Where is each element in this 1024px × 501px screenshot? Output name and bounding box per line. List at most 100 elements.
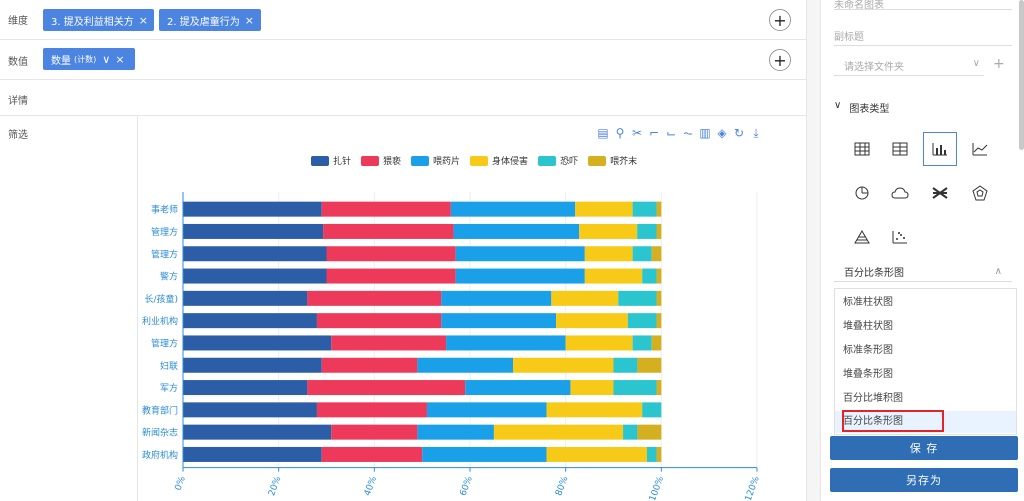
folder-select[interactable]: 请选择文件夹 ∨: [834, 58, 984, 76]
dropdown-item[interactable]: 标准条形图: [843, 345, 893, 356]
bar-segment: [455, 246, 585, 262]
chevron-down-icon[interactable]: ∨: [102, 52, 111, 66]
pivot-table-icon[interactable]: [883, 132, 917, 166]
subtitle-input[interactable]: 副标题: [834, 26, 1012, 46]
bar-segment: [183, 380, 308, 396]
category-label: 事老师: [151, 204, 178, 216]
dropdown-item[interactable]: 百分比堆积图: [843, 393, 903, 404]
chevron-down-icon: ∨: [972, 58, 980, 69]
filter-label: 筛选: [8, 130, 28, 141]
bar-segment: [637, 424, 662, 440]
x-tick-label: 20%: [267, 475, 283, 498]
bar-segment: [183, 223, 324, 239]
bar-segment: [513, 357, 614, 373]
legend-item[interactable]: 扎针: [311, 154, 351, 167]
bar-segment: [623, 424, 638, 440]
dropdown-item[interactable]: 堆叠条形图: [843, 369, 893, 380]
bar-segment: [656, 268, 662, 284]
legend-item[interactable]: 恐吓: [538, 154, 578, 167]
bar-segment: [321, 446, 423, 462]
scrollbar[interactable]: [806, 0, 820, 501]
scatter-icon[interactable]: [883, 220, 917, 254]
bar-segment: [584, 246, 633, 262]
pyramid-icon[interactable]: [845, 220, 879, 254]
cloud-icon[interactable]: [883, 176, 917, 210]
save-as-button[interactable]: 另存为: [830, 468, 1018, 492]
category-label: 利业机构: [142, 315, 178, 327]
crop-alt-icon[interactable]: ⌙: [665, 126, 677, 140]
value-chip[interactable]: 数量 (计数) ∨ ×: [43, 48, 135, 70]
bar-segment: [450, 201, 576, 217]
legend-item[interactable]: 喂芥末: [588, 154, 637, 167]
add-dimension-button[interactable]: +: [769, 9, 791, 31]
bar-segment: [637, 357, 662, 373]
bar-segment: [331, 424, 418, 440]
category-label: 管理方: [151, 337, 178, 349]
line-chart-icon[interactable]: [963, 132, 997, 166]
dropdown-item[interactable]: 堆叠柱状图: [843, 321, 893, 332]
add-value-button[interactable]: +: [769, 49, 791, 71]
bar-segment: [584, 268, 643, 284]
panel-scrollbar[interactable]: [1019, 0, 1024, 150]
category-label: 教育部门: [142, 404, 178, 416]
bar-segment: [307, 380, 466, 396]
bar-segment: [632, 201, 657, 217]
value-row: 数值 数量 (计数) ∨ × +: [0, 40, 806, 80]
legend-item[interactable]: 身体侵害: [470, 154, 528, 167]
dropdown-item[interactable]: 标准柱状图: [843, 297, 893, 308]
bar-segment: [307, 290, 442, 306]
radar-icon[interactable]: [963, 176, 997, 210]
detail-label: 详情: [8, 96, 28, 107]
selection-highlight: [842, 410, 944, 432]
legend-item[interactable]: 猥亵: [361, 154, 401, 167]
bar-segment: [417, 424, 494, 440]
bar-segment: [455, 268, 585, 284]
category-label: 管理方: [151, 248, 178, 260]
bar-segment: [316, 313, 442, 329]
bar-chart-icon[interactable]: ▥: [699, 126, 711, 140]
bar-segment: [613, 357, 638, 373]
line-chart-icon[interactable]: ⏦: [683, 126, 693, 140]
add-folder-button[interactable]: +: [993, 56, 1005, 72]
column-chart-icon[interactable]: [923, 132, 957, 166]
save-button[interactable]: 保 存: [830, 436, 1018, 460]
chart-name-input[interactable]: 未命名图表: [834, 0, 1012, 11]
dropdown-item-selected[interactable]: 百分比条形图: [835, 411, 1016, 433]
x-tick-label: 120%: [744, 475, 762, 500]
close-icon[interactable]: ×: [244, 13, 254, 27]
legend-item[interactable]: 喂药片: [411, 154, 460, 167]
sankey-icon[interactable]: [923, 176, 957, 210]
chart-type-section[interactable]: ∨ 图表类型: [834, 100, 889, 115]
refresh-icon[interactable]: ↻: [733, 126, 745, 140]
scissors-icon[interactable]: ✂: [631, 126, 643, 140]
legend-swatch: [361, 155, 380, 166]
detail-row[interactable]: 详情: [0, 80, 806, 116]
bar-segment: [546, 402, 643, 418]
bar-segment: [656, 201, 662, 217]
bar-segment: [183, 313, 317, 329]
legend-swatch: [470, 155, 489, 166]
bar-segment: [551, 290, 619, 306]
bar-segment: [570, 380, 614, 396]
dimension-chip-1[interactable]: 3. 提及利益相关方 ×: [43, 9, 154, 31]
pie-chart-icon[interactable]: [845, 176, 879, 210]
bar-segment: [642, 268, 657, 284]
table-icon[interactable]: [845, 132, 879, 166]
sort-icon[interactable]: ⚲: [615, 126, 625, 140]
close-icon[interactable]: ×: [138, 13, 148, 27]
close-icon[interactable]: ×: [115, 52, 125, 66]
bar-segment: [656, 313, 662, 329]
bar-segment: [651, 335, 662, 351]
bar-segment: [183, 424, 332, 440]
category-label: 政府机构: [142, 449, 178, 461]
download-icon[interactable]: ⤓: [753, 126, 759, 140]
chart-type-select[interactable]: 百分比条形图 ∧: [834, 262, 1012, 282]
dimension-label: 维度: [8, 16, 28, 27]
dimension-chip-2[interactable]: 2. 提及虐童行为 ×: [159, 9, 261, 31]
document-icon[interactable]: ▤: [597, 126, 609, 140]
layers-icon[interactable]: ◈: [717, 126, 727, 140]
category-label: 警方: [160, 271, 178, 283]
bar-segment: [323, 223, 454, 239]
crop-icon[interactable]: ⌐: [648, 126, 660, 140]
bar-segment: [546, 446, 647, 462]
